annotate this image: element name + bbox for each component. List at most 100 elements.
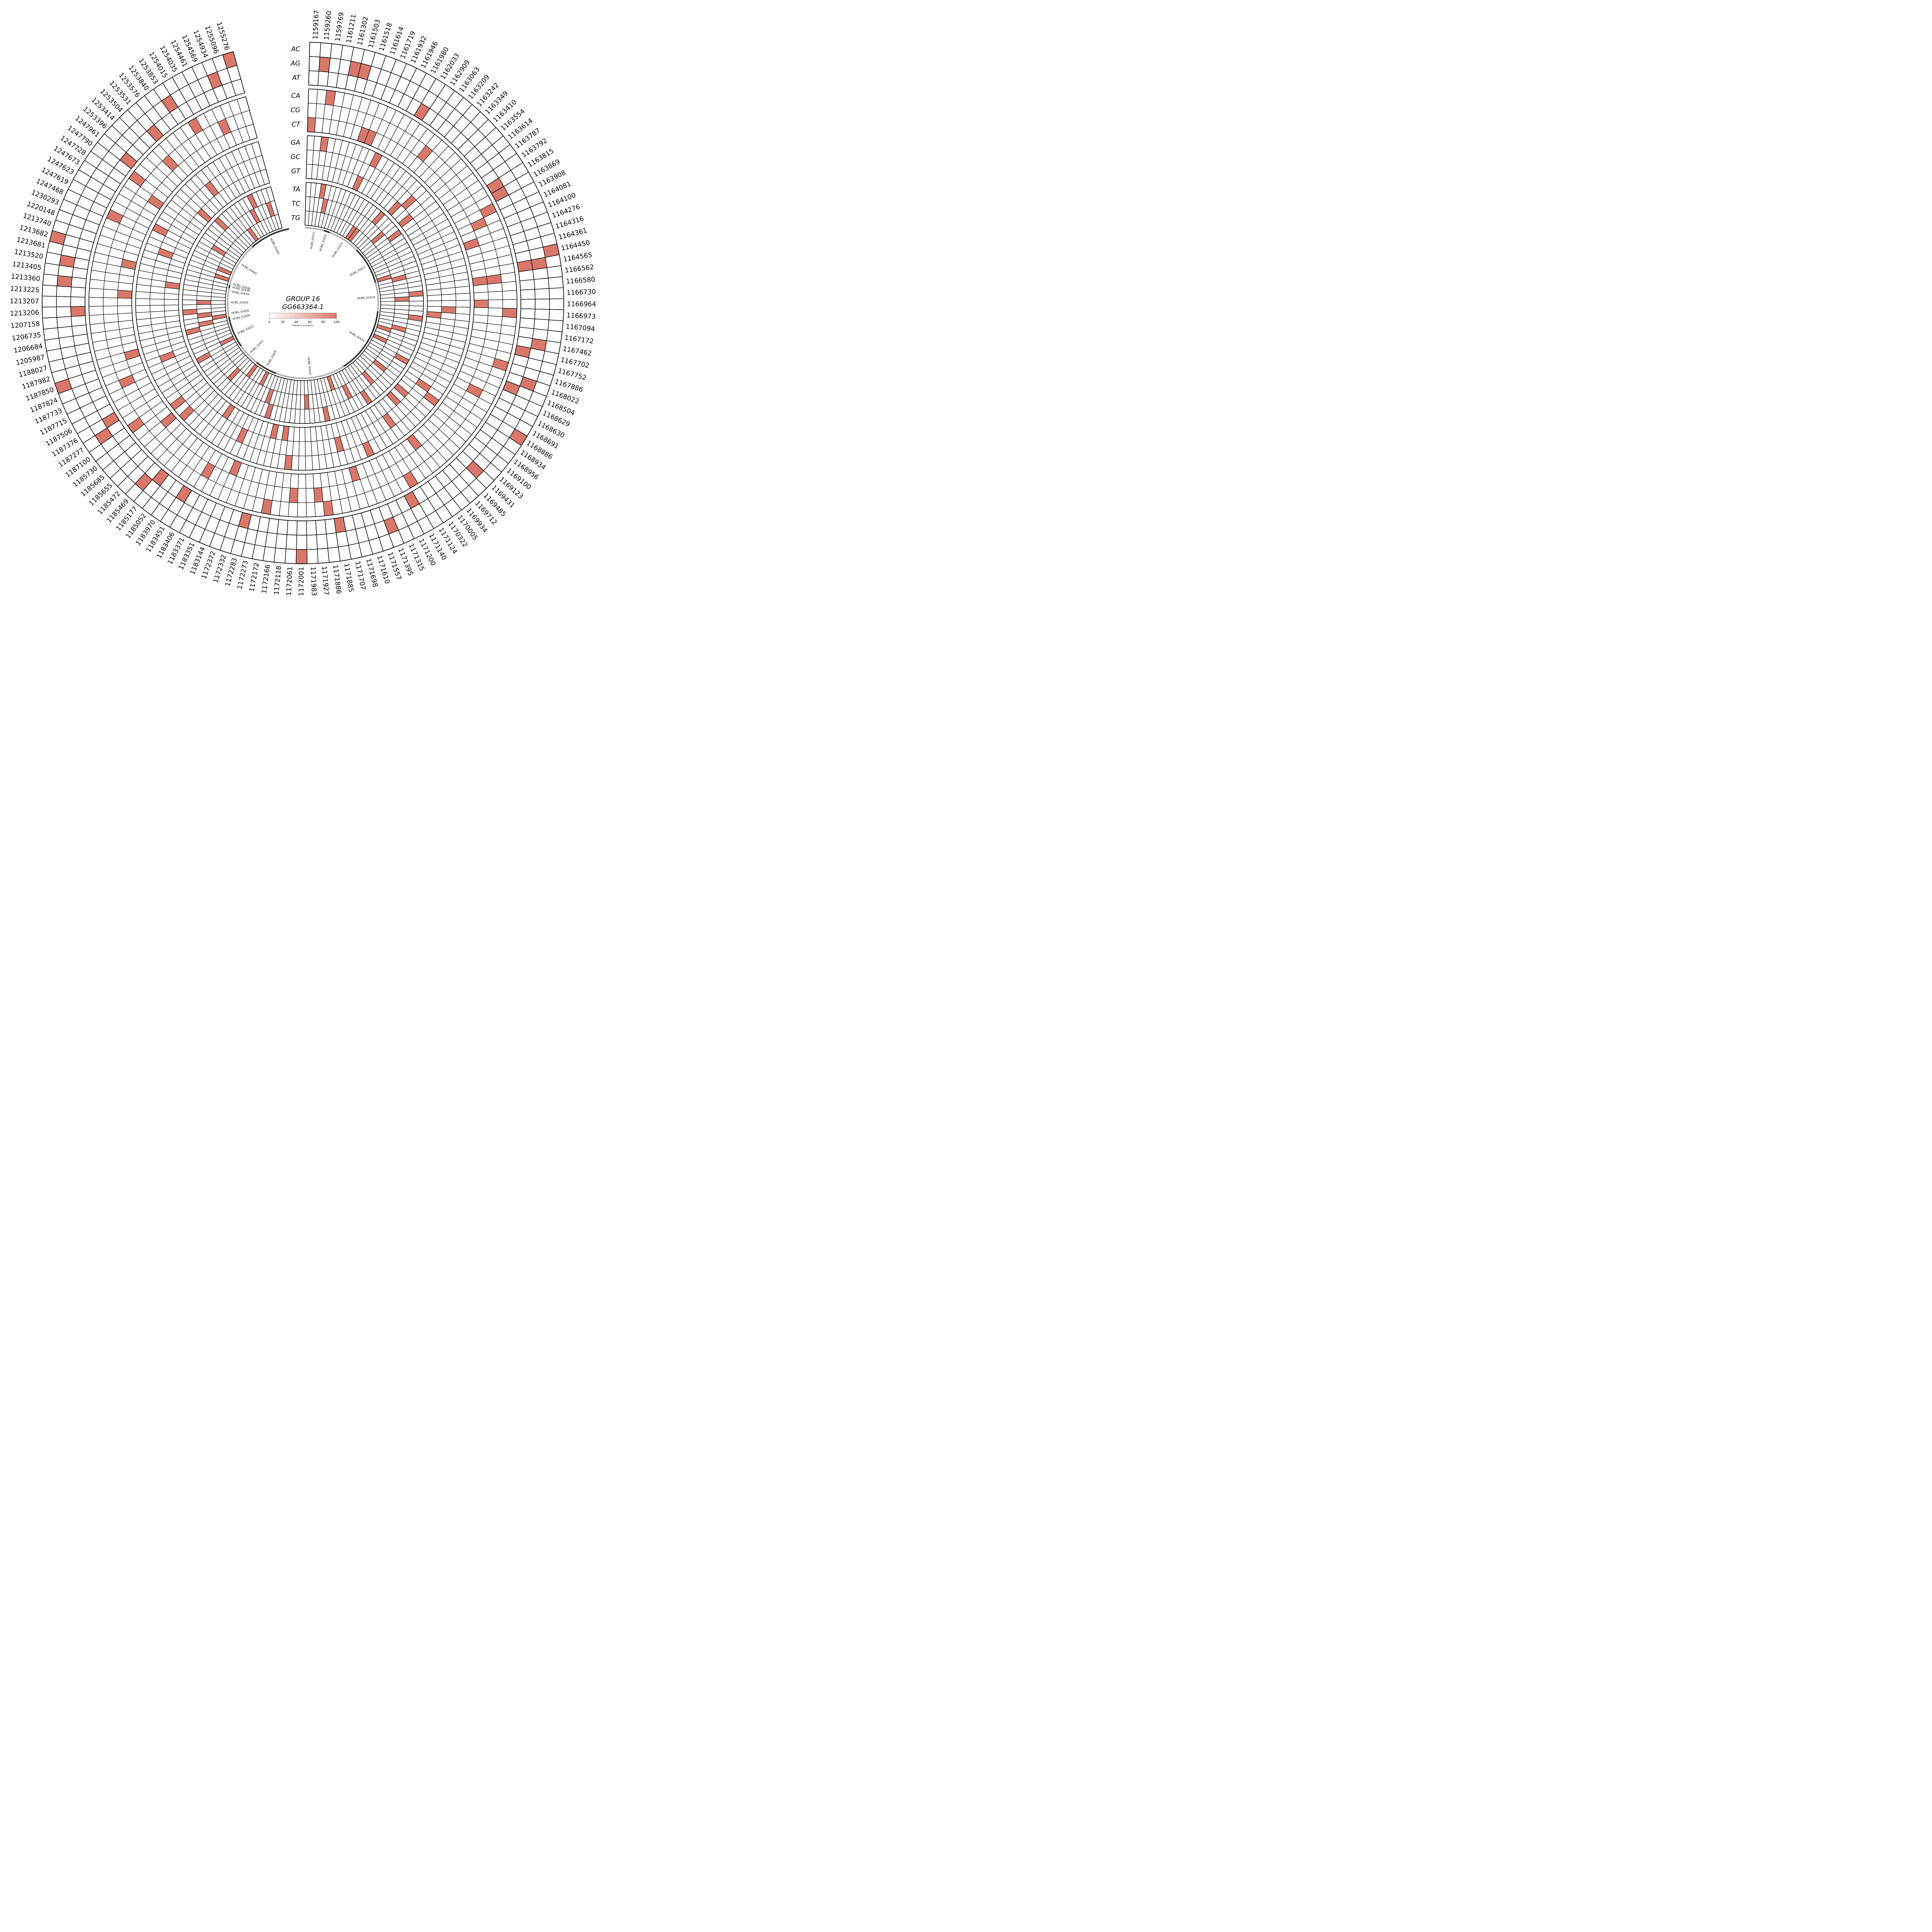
substitution-label: CG	[291, 107, 300, 114]
heatmap-cell	[182, 304, 197, 310]
position-label: 1213681	[16, 236, 46, 250]
heatmap-cell	[305, 473, 314, 489]
position-label: 1172273	[236, 560, 250, 590]
heatmap-cell	[150, 298, 165, 306]
gene-label: HCBG_01614	[357, 296, 375, 300]
heatmap-cell	[70, 296, 85, 307]
heatmap-cell	[502, 299, 517, 309]
heatmap-cell	[427, 294, 442, 301]
position-label: 1207158	[10, 320, 40, 330]
position-label: 1167462	[562, 345, 592, 358]
heatmap-cell	[135, 291, 151, 299]
gene-label: HCBG_01643	[269, 238, 280, 255]
heatmap-cell	[296, 549, 308, 564]
colorbar-tick-label: 80	[321, 320, 325, 324]
heatmap-cell	[534, 309, 550, 320]
heatmap-cell	[306, 135, 315, 151]
heatmap-cell	[300, 395, 305, 410]
heatmap-cell	[299, 427, 306, 442]
heatmap-cell	[277, 519, 288, 535]
heatmap-cell	[103, 289, 118, 298]
heatmap-cell	[299, 409, 305, 424]
position-label: 1206735	[12, 331, 42, 342]
heatmap-cell	[117, 305, 133, 314]
position-label: 1161211	[345, 14, 358, 44]
chart-subtitle: GG663364.1	[282, 303, 323, 311]
gene-segment	[330, 232, 357, 251]
position-label: 1159167	[311, 10, 321, 40]
heatmap-cell	[117, 298, 132, 306]
substitution-label: CA	[291, 92, 301, 100]
position-label: 1167702	[560, 356, 590, 370]
heatmap-cell	[306, 520, 317, 536]
heatmap-cell	[408, 296, 424, 302]
heatmap-cell	[56, 306, 71, 318]
heatmap-cell	[327, 546, 341, 563]
gene-label: HCBG_01630	[231, 309, 249, 315]
heatmap-cell	[56, 316, 72, 328]
heatmap-cell	[103, 306, 118, 315]
heatmap-cell	[326, 532, 338, 549]
position-label: 1172166	[260, 564, 272, 594]
heatmap-cell	[426, 289, 442, 296]
position-label: 1171885	[342, 563, 355, 593]
heatmap-cell	[71, 315, 87, 327]
heatmap-cell	[441, 294, 456, 301]
substitution-label: TG	[291, 214, 300, 222]
position-label: 1205987	[15, 354, 45, 367]
gene-label: HCBG_01641	[241, 264, 257, 276]
colorbar-tick-label: 60	[308, 320, 311, 324]
heatmap-cell	[502, 308, 517, 318]
heatmap-cell	[311, 455, 320, 470]
position-label: 1167172	[564, 334, 594, 345]
heatmap-cell	[90, 323, 105, 334]
heatmap-cell	[427, 300, 442, 307]
heatmap-cell	[117, 313, 133, 322]
position-label: 1166580	[566, 276, 595, 286]
heatmap-cell	[304, 408, 310, 424]
heatmap-cell	[549, 287, 564, 299]
heatmap-cell	[135, 298, 150, 306]
gene-segment	[305, 227, 324, 231]
heatmap-cell	[311, 440, 319, 456]
position-label: 1161302	[356, 16, 370, 46]
heatmap-cell	[298, 456, 306, 471]
gene-label: HCBG_01610	[319, 234, 327, 252]
heatmap-cell	[501, 281, 517, 292]
group-band-outline	[42, 42, 564, 564]
heatmap-cell	[548, 276, 564, 289]
position-label: 1172118	[273, 565, 283, 595]
gene-segment	[374, 282, 379, 311]
group-band-outline	[88, 88, 517, 517]
circular-heatmap: 1159167 1159260 11597691161211116130211615…	[10, 10, 596, 596]
position-label: 1167094	[565, 323, 595, 333]
gene-segment	[230, 247, 253, 282]
position-label: 1171886	[331, 565, 342, 595]
heatmap-cell	[296, 535, 307, 550]
heatmap-cell	[88, 297, 104, 307]
heatmap-cell	[455, 306, 471, 315]
gene-segment	[276, 366, 344, 379]
heatmap-cell	[42, 274, 58, 286]
position-label: 1164565	[563, 251, 593, 264]
substitution-label: TC	[292, 200, 300, 208]
heatmap-cell	[310, 426, 317, 442]
heatmap-cell	[42, 296, 57, 308]
heatmap-cell	[88, 306, 104, 316]
heatmap-cell	[520, 299, 536, 310]
heatmap-cell	[323, 500, 334, 516]
heatmap-cell	[103, 297, 118, 306]
heatmap-cell	[70, 286, 86, 298]
heatmap-cell	[532, 267, 549, 280]
substitution-label: AG	[290, 60, 300, 68]
gene-label: HCBG_01616	[307, 357, 312, 375]
heatmap-cell	[103, 313, 119, 323]
gene-label: HCBG_01611	[310, 231, 316, 250]
heatmap-cell	[286, 534, 297, 550]
heatmap-cell	[455, 286, 470, 294]
position-label: 1213405	[12, 260, 42, 272]
heatmap-cell	[196, 300, 211, 305]
heatmap-cell	[211, 300, 226, 305]
position-label: 1159769	[334, 12, 345, 42]
heatmap-cell	[305, 455, 313, 471]
